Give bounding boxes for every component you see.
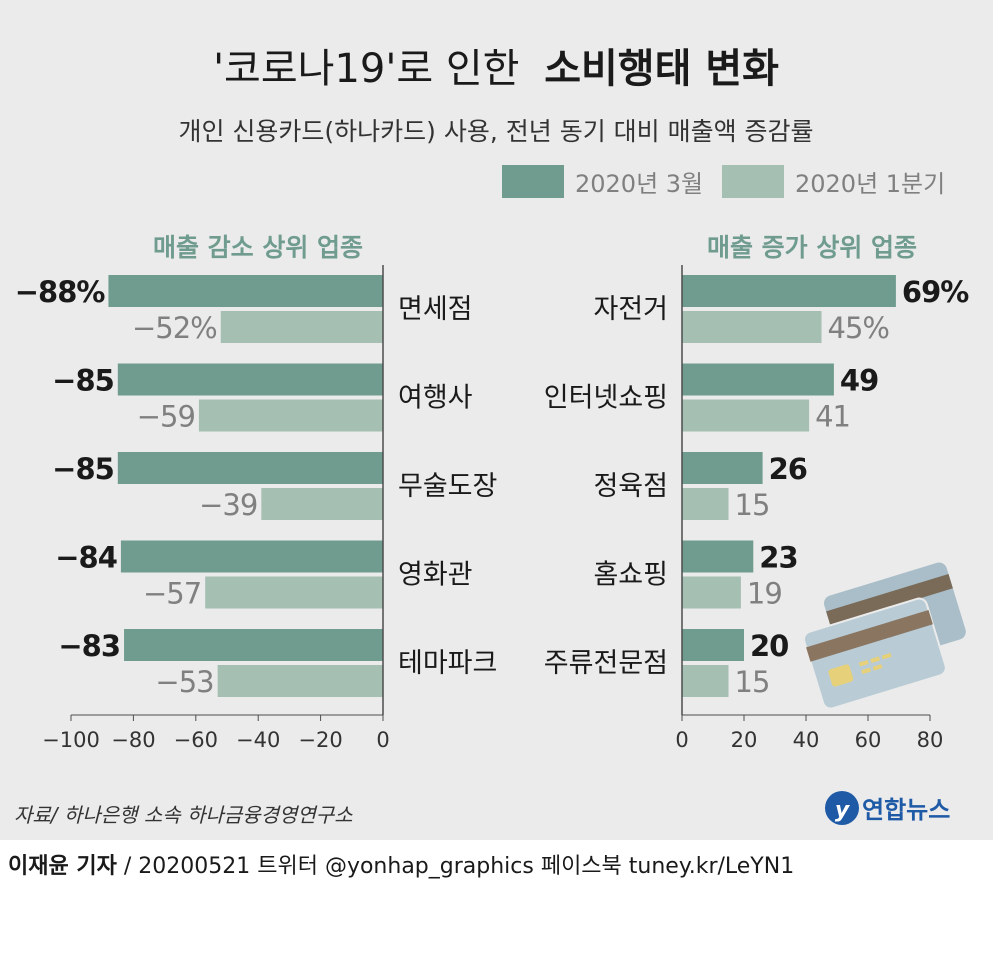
chart-panel: '코로나19'로 인한 소비행태 변화 개인 신용카드(하나카드) 사용, 전년… <box>0 0 993 840</box>
legend-swatch-series2 <box>722 165 784 198</box>
footer-credit: 이재윤 기자 / 20200521 트위터 @yonhap_graphics 페… <box>8 848 794 880</box>
bar-right-march <box>682 363 834 396</box>
tick-label-right: 60 <box>855 728 882 752</box>
bar-right-march <box>682 275 896 307</box>
tick-label-left: −100 <box>42 728 100 752</box>
title-bold: 소비행태 변화 <box>544 46 779 92</box>
tick-label-right: 40 <box>793 728 820 752</box>
category-label-left: 영화관 <box>398 560 473 591</box>
bar-left-q1 <box>217 665 383 697</box>
data-label-right: 49 <box>840 364 878 398</box>
tick-label-left: −60 <box>174 728 218 752</box>
category-label-left: 면세점 <box>398 294 473 325</box>
bar-right-q1 <box>682 665 729 697</box>
bar-left-march <box>117 363 384 396</box>
legend-label-series2: 2020년 1분기 <box>795 170 945 198</box>
bar-right-march <box>682 452 763 484</box>
source-note: 자료/ 하나은행 소속 하나금융경영연구소 <box>14 803 353 827</box>
bar-right-march <box>682 540 754 573</box>
data-label-left: −39 <box>199 488 257 522</box>
footer-details: / 20200521 트위터 @yonhap_graphics 페이스북 tun… <box>116 854 795 879</box>
data-label-left: −59 <box>137 400 195 434</box>
tick-label-left: −40 <box>236 728 280 752</box>
chart-svg: '코로나19'로 인한 소비행태 변화 개인 신용카드(하나카드) 사용, 전년… <box>14 46 970 827</box>
bar-left-march <box>108 275 383 307</box>
yonhap-logo-icon <box>825 791 859 825</box>
tick-label-left: −20 <box>298 728 342 752</box>
bar-right-q1 <box>682 311 822 343</box>
bar-left-q1 <box>261 488 383 520</box>
data-label-right: 26 <box>769 452 807 486</box>
data-label-left: −57 <box>143 577 201 611</box>
svg-text:y: y <box>835 798 851 823</box>
footer-author: 이재윤 기자 <box>8 854 117 879</box>
right-chart-heading: 매출 증가 상위 업종 <box>707 233 917 262</box>
bar-left-march <box>124 629 383 661</box>
yonhap-logo: y 연합뉴스 <box>825 791 950 825</box>
data-label-right: 41 <box>815 400 850 434</box>
bar-right-march <box>682 629 744 661</box>
data-label-left: −53 <box>155 665 213 699</box>
left-chart-heading: 매출 감소 상위 업종 <box>153 233 363 262</box>
category-label-right: 주류전문점 <box>544 648 668 679</box>
data-label-right: 19 <box>747 577 782 611</box>
tick-label-right: 0 <box>675 728 688 752</box>
credit-card-icon <box>802 562 966 710</box>
logo-text: 연합뉴스 <box>862 796 950 824</box>
bar-right-q1 <box>682 576 741 609</box>
data-label-left: −85 <box>52 364 114 398</box>
bar-left-q1 <box>205 576 383 609</box>
chart-title: '코로나19'로 인한 소비행태 변화 <box>213 46 779 92</box>
category-label-right: 정육점 <box>593 471 668 502</box>
title-light: '코로나19'로 인한 <box>213 46 519 92</box>
data-label-left: −83 <box>58 629 120 663</box>
data-label-right: 69% <box>902 275 969 309</box>
data-label-right: 23 <box>759 541 797 575</box>
data-label-right: 20 <box>750 629 788 663</box>
category-label-right: 인터넷쇼핑 <box>544 383 668 414</box>
category-label-right: 홈쇼핑 <box>593 560 668 591</box>
bar-left-march <box>120 540 384 573</box>
data-label-left: −85 <box>52 452 114 486</box>
tick-label-left: 0 <box>376 728 389 752</box>
bar-right-q1 <box>682 488 729 520</box>
tick-label-left: −80 <box>111 728 155 752</box>
category-label-left: 테마파크 <box>398 648 497 679</box>
legend-swatch-series1 <box>502 165 564 198</box>
category-label-right: 자전거 <box>593 294 668 325</box>
bar-left-march <box>117 452 384 484</box>
tick-label-right: 20 <box>731 728 758 752</box>
right-chart: 69%45%자전거4941인터넷쇼핑2615정육점2319홈쇼핑2015주류전문… <box>544 265 970 752</box>
chart-subtitle: 개인 신용카드(하나카드) 사용, 전년 동기 대비 매출액 증감률 <box>178 117 813 146</box>
legend-label-series1: 2020년 3월 <box>575 170 703 198</box>
category-label-left: 무술도장 <box>398 471 497 502</box>
data-label-left: −88% <box>15 275 106 309</box>
data-label-left: −52% <box>132 311 217 345</box>
data-label-right: 45% <box>828 311 889 345</box>
tick-label-right: 80 <box>917 728 944 752</box>
bar-right-q1 <box>682 399 810 432</box>
category-label-left: 여행사 <box>398 383 473 414</box>
bar-left-q1 <box>220 311 383 343</box>
bar-left-q1 <box>198 399 383 432</box>
left-chart: −88% −52% 면세점 −85 −59 여행사 −85 −39 무술도장 −84 −57 영화관 −… <box>15 265 497 752</box>
legend: 2020년 3월 2020년 1분기 <box>502 165 945 198</box>
data-label-left: −84 <box>55 541 117 575</box>
data-label-right: 15 <box>735 488 770 522</box>
data-label-right: 15 <box>735 665 770 699</box>
